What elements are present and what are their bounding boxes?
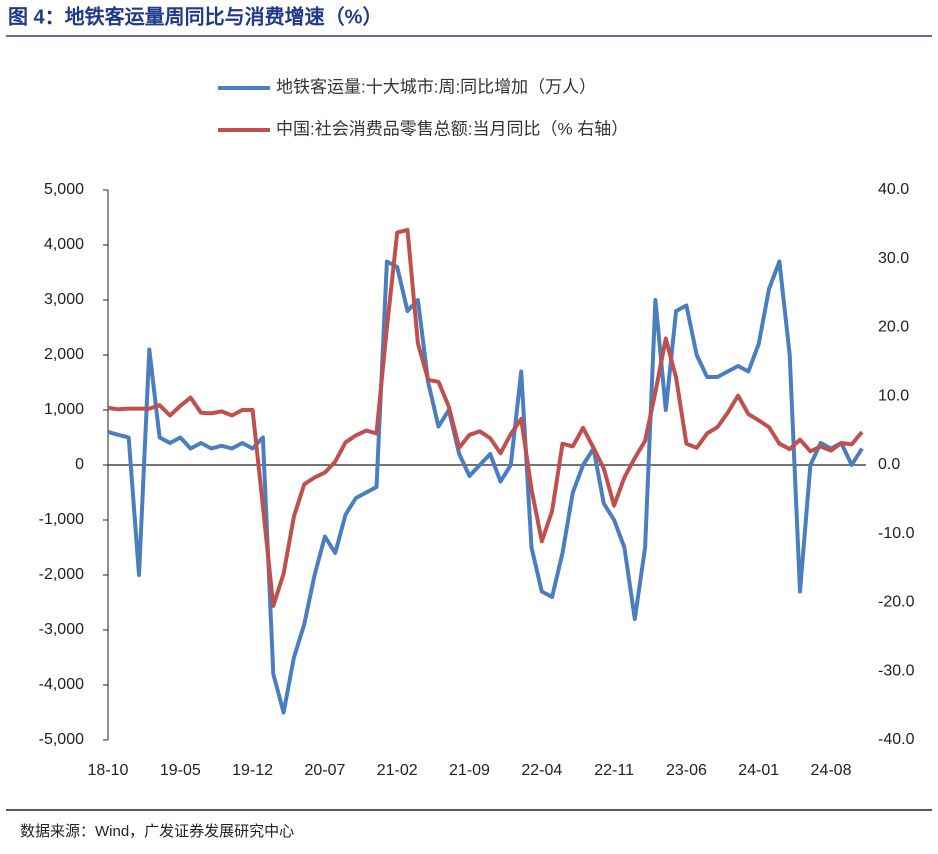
y-tick-label: -4,000 <box>39 676 84 693</box>
x-tick-label: 22-11 <box>594 762 634 779</box>
y-tick-label: 1,000 <box>44 401 84 418</box>
x-tick-label: 19-05 <box>160 762 201 779</box>
series-line <box>107 227 864 608</box>
y2-tick-label: -10.0 <box>878 525 915 542</box>
y2-tick-label: -30.0 <box>878 662 915 679</box>
chart-title: 图 4：地铁客运量周同比与消费增速（%） <box>8 4 382 28</box>
y-tick-label: 3,000 <box>44 291 84 308</box>
y-tick-label: 4,000 <box>44 236 84 253</box>
y2-tick-label: -40.0 <box>878 731 915 748</box>
y2-tick-label: -20.0 <box>878 594 915 611</box>
y-tick-label: -1,000 <box>39 511 84 528</box>
source: 数据来源：Wind，广发证券发展研究中心 <box>20 823 294 840</box>
x-tick-label: 18-10 <box>88 762 129 779</box>
x-tick-label: 22-04 <box>521 762 562 779</box>
legend-label: 中国:社会消费品零售总额:当月同比（% 右轴） <box>276 119 628 138</box>
series-line <box>107 259 864 715</box>
y2-tick-label: 10.0 <box>878 387 909 404</box>
x-tick-label: 19-12 <box>232 762 273 779</box>
y-tick-label: -2,000 <box>39 566 84 583</box>
y2-tick-label: 0.0 <box>878 456 900 473</box>
y-tick-label: 5,000 <box>44 181 84 198</box>
y2-tick-label: 40.0 <box>878 181 909 198</box>
x-tick-label: 24-01 <box>738 762 779 779</box>
x-tick-label: 21-09 <box>449 762 490 779</box>
y2-tick-label: 30.0 <box>878 250 909 267</box>
legend-label: 地铁客运量:十大城市:周:同比增加（万人） <box>276 77 596 96</box>
y-tick-label: -5,000 <box>39 731 84 748</box>
x-tick-label: 21-02 <box>377 762 418 779</box>
x-tick-label: 23-06 <box>666 762 707 779</box>
x-tick-label: 20-07 <box>304 762 345 779</box>
y2-tick-label: 20.0 <box>878 319 909 336</box>
y-tick-label: -3,000 <box>39 621 84 638</box>
y-tick-label: 2,000 <box>44 346 84 363</box>
x-tick-label: 24-08 <box>811 762 852 779</box>
y-tick-label: 0 <box>75 456 84 473</box>
